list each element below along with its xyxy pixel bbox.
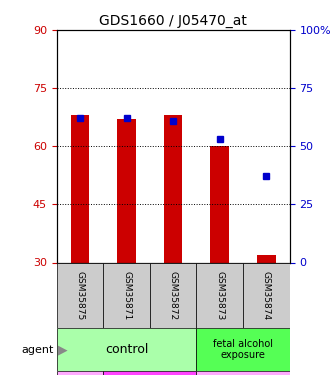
Text: ▶: ▶ bbox=[58, 343, 68, 356]
Bar bbox=[57, 371, 103, 375]
Bar bbox=[243, 262, 290, 328]
Bar bbox=[103, 262, 150, 328]
Bar bbox=[71, 115, 89, 262]
Text: GSM35872: GSM35872 bbox=[168, 271, 178, 320]
Text: GSM35871: GSM35871 bbox=[122, 271, 131, 320]
Bar bbox=[117, 119, 136, 262]
Bar bbox=[57, 262, 103, 328]
Bar bbox=[57, 328, 196, 371]
Title: GDS1660 / J05470_at: GDS1660 / J05470_at bbox=[99, 13, 247, 28]
Bar bbox=[210, 146, 229, 262]
Bar bbox=[196, 262, 243, 328]
Bar bbox=[196, 328, 290, 371]
Text: control: control bbox=[105, 343, 148, 356]
Text: GSM35873: GSM35873 bbox=[215, 271, 224, 320]
Text: GSM35874: GSM35874 bbox=[262, 271, 271, 320]
Bar bbox=[257, 255, 276, 262]
Bar bbox=[103, 371, 196, 375]
Bar bbox=[164, 115, 182, 262]
Bar bbox=[150, 262, 196, 328]
Bar bbox=[196, 371, 290, 375]
Text: fetal alcohol
exposure: fetal alcohol exposure bbox=[213, 339, 273, 360]
Text: agent: agent bbox=[21, 345, 53, 355]
Text: GSM35875: GSM35875 bbox=[75, 271, 85, 320]
